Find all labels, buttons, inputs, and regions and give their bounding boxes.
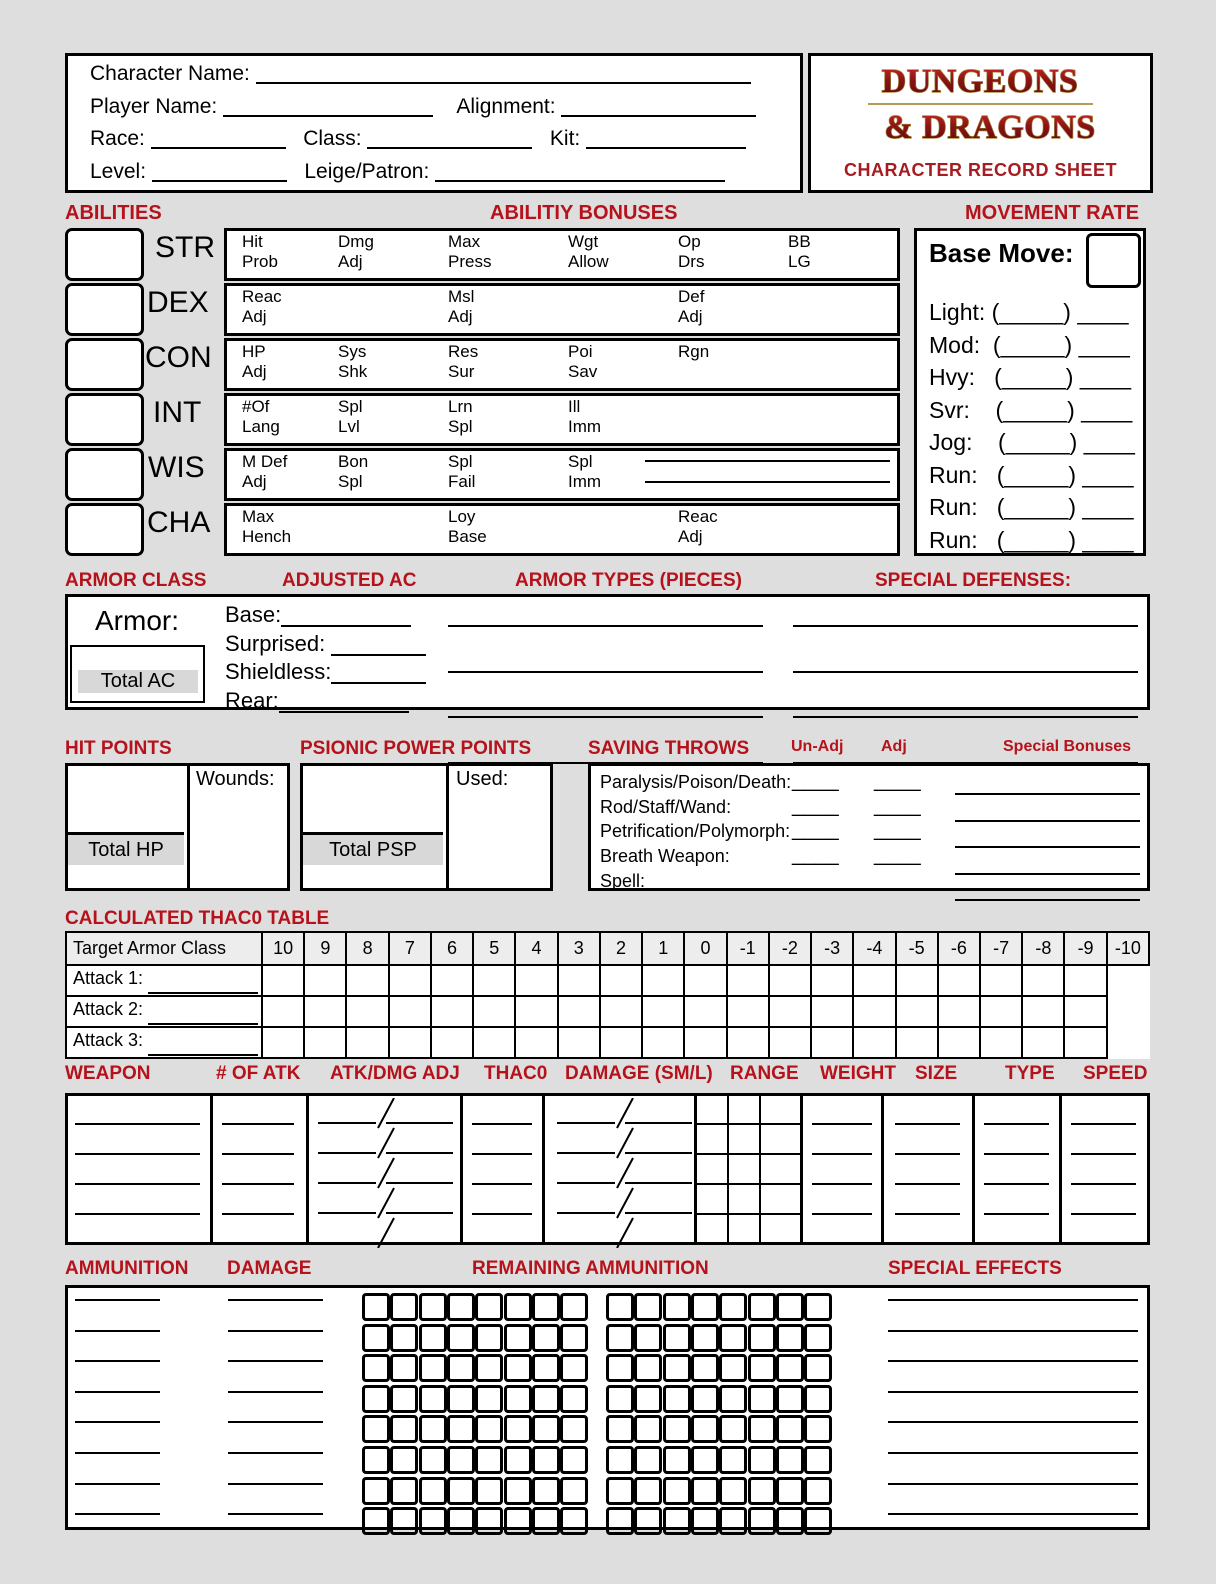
svg-text:DUNGEONS: DUNGEONS: [882, 63, 1079, 100]
svg-text:& DRAGONS: & DRAGONS: [884, 109, 1095, 146]
